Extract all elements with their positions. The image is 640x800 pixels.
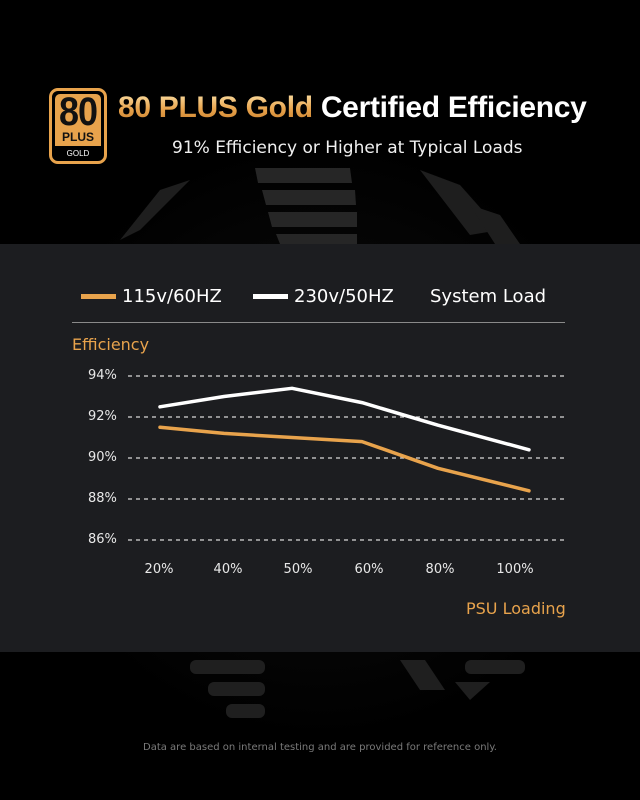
y-tick-label: 92% xyxy=(88,409,117,424)
legend-swatch-orange-icon xyxy=(81,293,116,299)
disclaimer-note: Data are based on internal testing and a… xyxy=(143,742,497,753)
y-tick-label: 88% xyxy=(88,491,117,506)
badge-plus: PLUS xyxy=(61,130,94,144)
header: 80 PLUS GOLD 80 PLUS Gold Certified Effi… xyxy=(0,0,640,244)
y-tick-label: 86% xyxy=(88,532,117,547)
x-tick-label: 20% xyxy=(144,562,174,577)
x-tick-label: 100% xyxy=(496,562,534,577)
legend-label: 230v/50HZ xyxy=(294,285,394,307)
chart-legend: 115v/60HZ 230v/50HZ System Load xyxy=(0,284,640,308)
legend-item-system-load: System Load xyxy=(430,284,546,308)
series-line-230v xyxy=(158,386,531,452)
x-tick-label: 60% xyxy=(354,562,384,577)
x-tick-label: 80% xyxy=(425,562,455,577)
gridlines xyxy=(128,375,565,541)
legend-divider xyxy=(72,322,565,323)
legend-swatch-white-icon xyxy=(253,293,288,299)
legend-label: System Load xyxy=(430,285,547,307)
series-line-115v xyxy=(158,425,531,493)
subtitle: 91% Efficiency or Higher at Typical Load… xyxy=(172,138,523,158)
y-tick-label: 94% xyxy=(88,368,117,383)
y-axis-title: Efficiency xyxy=(72,335,150,354)
chart-panel xyxy=(0,244,640,652)
legend-item-230v: 230v/50HZ xyxy=(253,284,394,308)
badge-number: 80 xyxy=(58,88,98,134)
x-axis-title: PSU Loading xyxy=(466,599,566,618)
title-rest: Certified Efficiency xyxy=(312,91,587,124)
badge-tier: GOLD xyxy=(66,149,90,158)
legend-label: 115v/60HZ xyxy=(122,285,222,307)
page-title: 80 PLUS Gold Certified Efficiency xyxy=(118,88,587,128)
title-highlight: 80 PLUS Gold xyxy=(118,91,313,124)
legend-item-115v: 115v/60HZ xyxy=(81,284,222,308)
x-tick-label: 40% xyxy=(213,562,243,577)
x-tick-label: 50% xyxy=(283,562,313,577)
y-tick-label: 90% xyxy=(88,450,117,465)
80-plus-gold-badge-icon: 80 PLUS GOLD xyxy=(49,88,107,164)
